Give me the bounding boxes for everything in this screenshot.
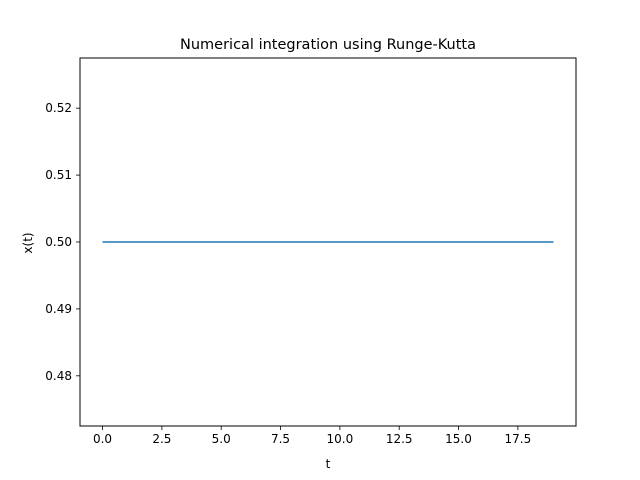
x-tick-label: 15.0 (445, 432, 472, 446)
x-tick-label: 5.0 (212, 432, 231, 446)
x-tick-label: 2.5 (152, 432, 171, 446)
y-axis-label: x(t) (21, 232, 35, 253)
x-tick-label: 17.5 (504, 432, 531, 446)
x-tick-label: 0.0 (93, 432, 112, 446)
y-tick-label: 0.51 (45, 168, 72, 182)
y-axis-ticks: 0.48 0.49 0.50 0.51 0.52 (45, 101, 80, 383)
x-axis-label: t (326, 457, 331, 471)
x-tick-label: 10.0 (327, 432, 354, 446)
y-tick-label: 0.48 (45, 369, 72, 383)
axes-frame (79, 57, 577, 427)
y-tick-label: 0.52 (45, 101, 72, 115)
x-tick-label: 12.5 (386, 432, 413, 446)
y-tick-label: 0.50 (45, 235, 72, 249)
y-tick-label: 0.49 (45, 302, 72, 316)
x-tick-label: 7.5 (271, 432, 290, 446)
x-axis-ticks: 0.0 2.5 5.0 7.5 10.0 12.5 15.0 17.5 (93, 426, 531, 446)
chart-title: Numerical integration using Runge-Kutta (180, 37, 476, 53)
